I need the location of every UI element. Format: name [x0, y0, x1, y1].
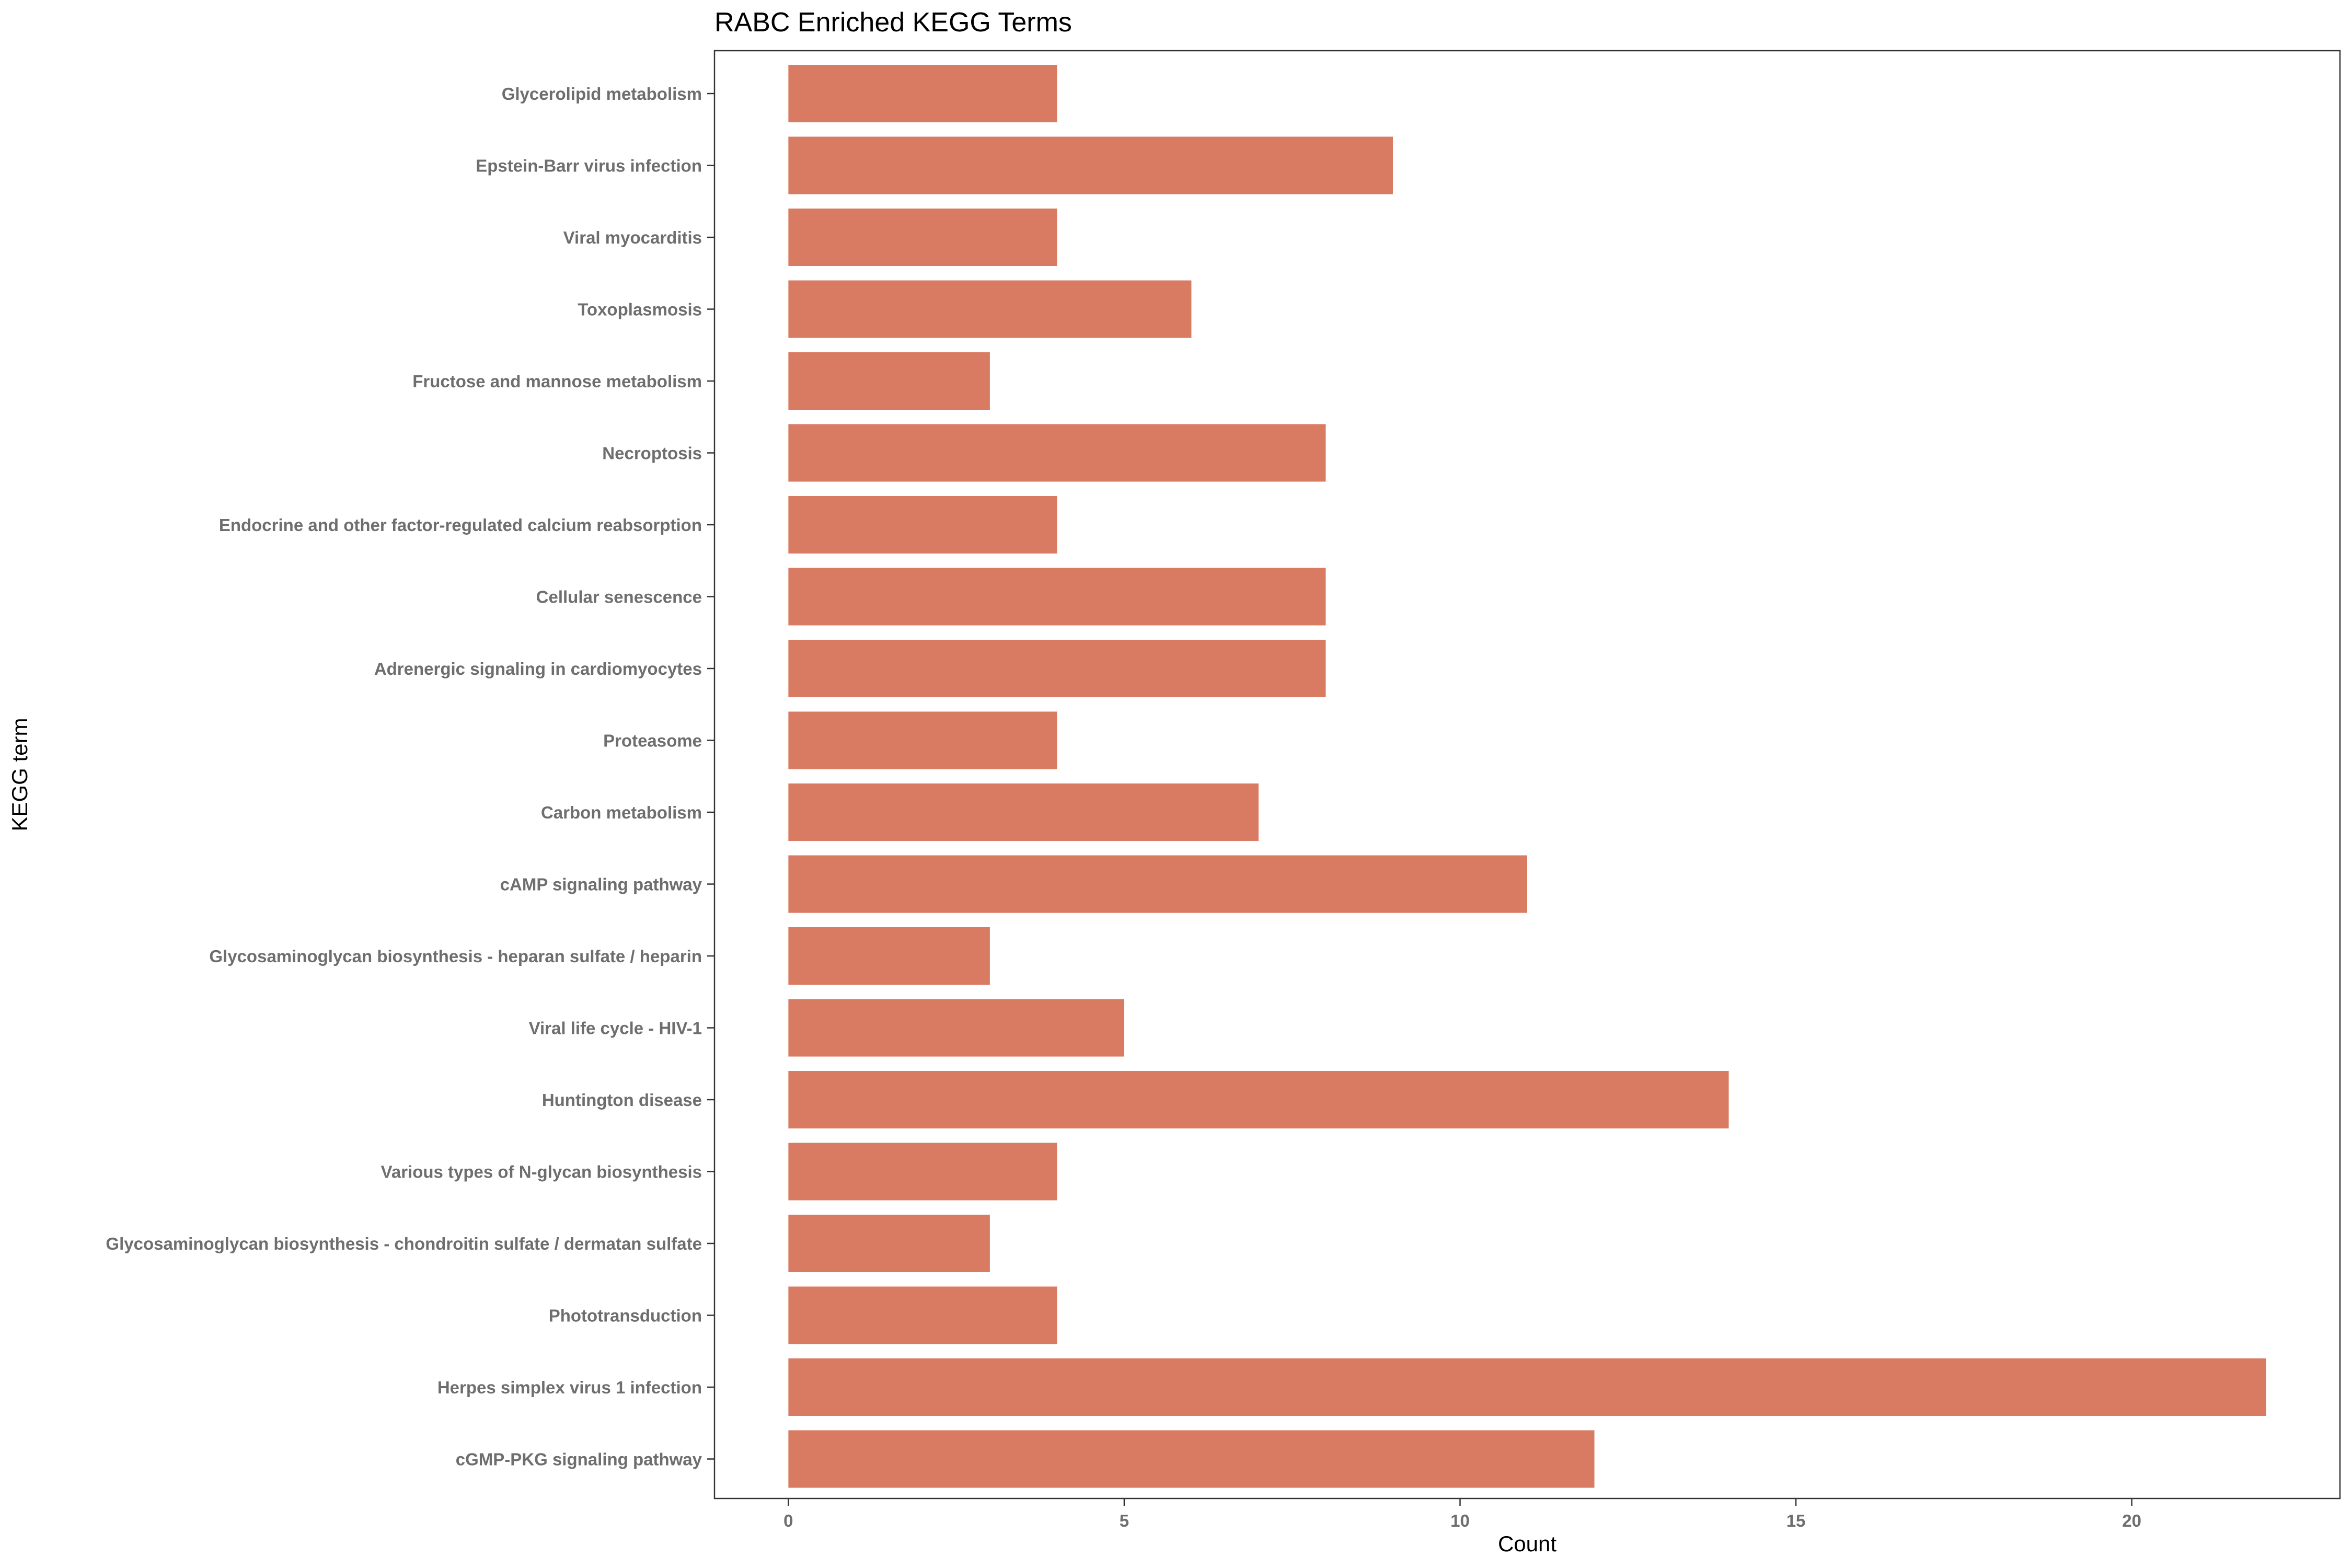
x-tick-label: 20 — [2122, 1511, 2141, 1530]
bar-20 — [788, 1430, 1595, 1488]
y-tick-label: cGMP-PKG signaling pathway — [456, 1450, 702, 1469]
bar-1 — [788, 65, 1057, 122]
y-tick-label: Various types of N-glycan biosynthesis — [381, 1162, 702, 1182]
chart-title: RABC Enriched KEGG Terms — [714, 7, 1072, 38]
bar-3 — [788, 209, 1057, 266]
x-axis-title: Count — [1498, 1531, 1557, 1556]
y-tick-label: Necroptosis — [602, 444, 702, 463]
x-tick-label: 5 — [1120, 1511, 1129, 1530]
y-axis: Glycerolipid metabolism Epstein-Barr viru… — [106, 84, 714, 1469]
x-tick-label: 15 — [1786, 1511, 1806, 1530]
bar-14 — [788, 999, 1124, 1057]
bar-12 — [788, 855, 1527, 913]
bar-5 — [788, 352, 990, 410]
bar-6 — [788, 424, 1326, 482]
bar-19 — [788, 1358, 2266, 1416]
bar-13 — [788, 927, 990, 985]
plot-panel-border — [713, 50, 2341, 1500]
x-tick-label: 0 — [783, 1511, 793, 1530]
y-tick-label: Epstein-Barr virus infection — [476, 156, 702, 176]
bar-10 — [788, 711, 1057, 769]
bars — [788, 65, 2266, 1488]
x-tick-label: 10 — [1450, 1511, 1470, 1530]
bar-8 — [788, 568, 1326, 626]
bar-9 — [788, 640, 1326, 697]
y-tick-label: Glycosaminoglycan biosynthesis - heparan… — [209, 947, 702, 966]
y-tick-label: Proteasome — [603, 731, 702, 751]
bar-17 — [788, 1215, 990, 1272]
bar-7 — [788, 496, 1057, 554]
y-tick-label: Herpes simplex virus 1 infection — [437, 1378, 702, 1397]
y-tick-label: Endocrine and other factor-regulated cal… — [219, 515, 702, 535]
y-tick-label: Cellular senescence — [536, 587, 702, 607]
y-tick-label: Fructose and mannose metabolism — [412, 372, 702, 391]
y-tick-label: Viral myocarditis — [563, 228, 702, 247]
y-tick-label: Adrenergic signaling in cardiomyocytes — [374, 659, 702, 678]
bar-4 — [788, 280, 1192, 338]
y-tick-label: cAMP signaling pathway — [500, 875, 702, 894]
y-tick-label: Phototransduction — [549, 1306, 702, 1325]
bar-16 — [788, 1143, 1057, 1201]
x-axis: 0 5 10 15 20 — [783, 1498, 2141, 1530]
y-tick-label: Glycosaminoglycan biosynthesis - chondro… — [106, 1234, 702, 1253]
y-tick-label: Carbon metabolism — [541, 803, 702, 822]
bar-15 — [788, 1071, 1729, 1128]
y-tick-label: Glycerolipid metabolism — [502, 84, 702, 103]
y-tick-label: Viral life cycle - HIV-1 — [529, 1019, 702, 1038]
bar-2 — [788, 136, 1393, 194]
y-axis-title: KEGG term — [7, 718, 32, 831]
y-tick-label: Toxoplasmosis — [578, 300, 702, 319]
bar-11 — [788, 783, 1259, 841]
y-tick-label: Huntington disease — [542, 1090, 702, 1110]
bar-18 — [788, 1286, 1057, 1344]
